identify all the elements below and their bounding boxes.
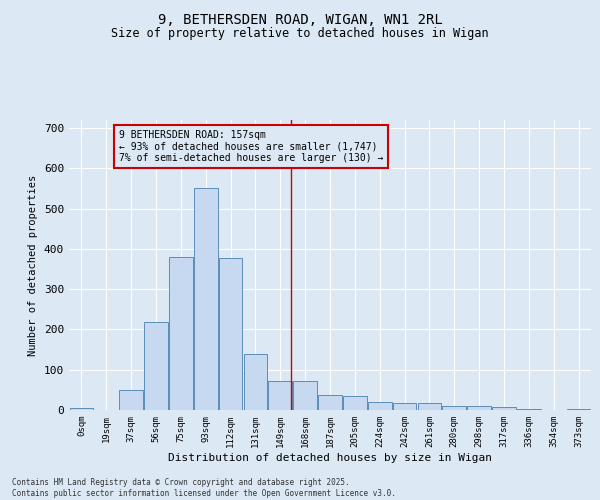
Bar bbox=[567, 409, 590, 410]
X-axis label: Distribution of detached houses by size in Wigan: Distribution of detached houses by size … bbox=[168, 452, 492, 462]
Text: Contains HM Land Registry data © Crown copyright and database right 2025.
Contai: Contains HM Land Registry data © Crown c… bbox=[12, 478, 396, 498]
Bar bbox=[467, 406, 491, 410]
Bar bbox=[418, 403, 441, 410]
Bar bbox=[194, 188, 218, 410]
Bar bbox=[293, 380, 317, 410]
Bar bbox=[119, 390, 143, 410]
Bar bbox=[442, 406, 466, 410]
Bar bbox=[318, 394, 342, 410]
Bar bbox=[368, 402, 392, 410]
Bar bbox=[343, 396, 367, 410]
Text: 9 BETHERSDEN ROAD: 157sqm
← 93% of detached houses are smaller (1,747)
7% of sem: 9 BETHERSDEN ROAD: 157sqm ← 93% of detac… bbox=[119, 130, 383, 164]
Text: 9, BETHERSDEN ROAD, WIGAN, WN1 2RL: 9, BETHERSDEN ROAD, WIGAN, WN1 2RL bbox=[158, 12, 442, 26]
Bar bbox=[268, 380, 292, 410]
Y-axis label: Number of detached properties: Number of detached properties bbox=[28, 174, 38, 356]
Bar bbox=[169, 257, 193, 410]
Bar bbox=[70, 408, 93, 410]
Bar bbox=[219, 258, 242, 410]
Text: Size of property relative to detached houses in Wigan: Size of property relative to detached ho… bbox=[111, 28, 489, 40]
Bar bbox=[244, 354, 267, 410]
Bar bbox=[492, 407, 516, 410]
Bar bbox=[393, 403, 416, 410]
Bar bbox=[517, 409, 541, 410]
Bar bbox=[144, 322, 168, 410]
